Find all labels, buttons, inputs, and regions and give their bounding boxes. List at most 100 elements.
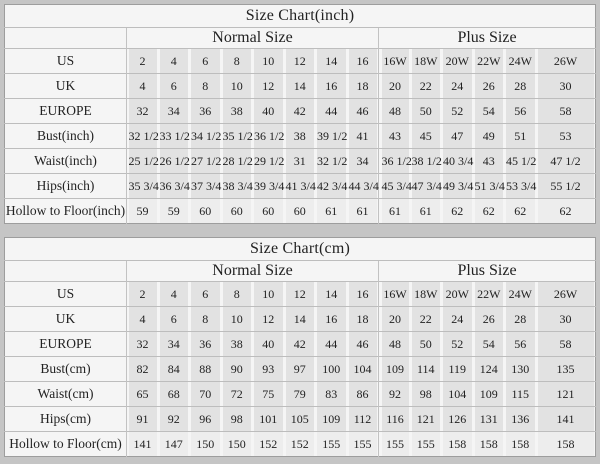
data-cell: 16 <box>315 306 347 332</box>
cell-value: 42 <box>285 332 314 356</box>
data-cell: 18 <box>347 306 379 332</box>
data-cell: 61 <box>347 198 379 224</box>
data-cell: 33 1/2 <box>158 123 190 149</box>
data-cell: 51 3/4 <box>473 173 505 199</box>
cell-value: 115 <box>506 382 535 406</box>
data-cell: 86 <box>347 381 379 407</box>
cell-value: 22 <box>411 307 440 331</box>
data-cell: 131 <box>473 406 505 432</box>
data-cell: 26 <box>473 306 505 332</box>
cell-value: 53 <box>537 124 594 148</box>
data-cell: 43 <box>473 148 505 174</box>
data-cell: 38 <box>284 123 316 149</box>
cell-value: 79 <box>285 382 314 406</box>
data-cell: 121 <box>536 381 596 407</box>
row-label: UK <box>4 73 127 99</box>
cell-value: 150 <box>222 432 251 456</box>
row-label: US <box>4 48 127 74</box>
cell-value: 12 <box>254 74 283 98</box>
cell-value: 10 <box>222 307 251 331</box>
cell-value: 16 <box>317 307 346 331</box>
data-cell: 52 <box>441 98 473 124</box>
cell-value: 65 <box>128 382 157 406</box>
cell-value: 6 <box>159 74 188 98</box>
cell-value: 126 <box>443 407 472 431</box>
data-cell: 100 <box>315 356 347 382</box>
cell-value: 10 <box>222 74 251 98</box>
table-row-europe: EUROPE 32 34 36 38 40 42 44 46 48 50 52 54 56 58 <box>4 331 596 357</box>
data-cell: 6 <box>158 306 190 332</box>
data-cell: 16 <box>347 281 379 307</box>
data-cell: 44 3/4 <box>347 173 379 199</box>
cell-value: 97 <box>285 357 314 381</box>
cell-value: 112 <box>348 407 377 431</box>
table-row-us: US 2 4 6 8 10 12 14 16 16W 18W 20W 22W 24W 26W <box>4 281 596 307</box>
data-cell: 40 <box>252 98 284 124</box>
table-title: Size Chart(inch) <box>245 7 355 24</box>
data-cell: 49 <box>473 123 505 149</box>
cell-value: 25 1/2 <box>128 149 159 173</box>
data-cell: 53 <box>536 123 596 149</box>
data-cell: 6 <box>189 48 221 74</box>
cell-value: 135 <box>537 357 594 381</box>
cell-value: 26 <box>474 74 503 98</box>
data-cell: 34 <box>158 331 190 357</box>
data-cell: 61 <box>378 198 410 224</box>
data-cell: 49 3/4 <box>441 173 473 199</box>
data-cell: 30 <box>536 306 596 332</box>
cell-value: 4 <box>128 74 157 98</box>
cell-value: 51 <box>506 124 535 148</box>
cell-value: 109 <box>317 407 346 431</box>
data-cell: 50 <box>410 331 442 357</box>
data-cell: 105 <box>284 406 316 432</box>
data-cell: 38 3/4 <box>221 173 253 199</box>
data-cell: 24W <box>504 281 536 307</box>
cell-value: 34 1/2 <box>191 124 221 148</box>
data-cell: 56 <box>504 331 536 357</box>
cell-value: 36 <box>191 99 220 123</box>
data-cell: 26 <box>473 73 505 99</box>
cell-value: 82 <box>128 357 157 381</box>
cell-value: 114 <box>411 357 440 381</box>
cell-value: 26 <box>474 307 503 331</box>
cell-value: 130 <box>506 357 535 381</box>
data-cell: 62 <box>504 198 536 224</box>
group-header-row: Normal Size Plus Size <box>4 27 596 49</box>
cell-value: 6 <box>191 49 220 73</box>
cell-value: 61 <box>411 199 440 223</box>
group-header-plus-size: Plus Size <box>378 27 596 49</box>
cell-value: 98 <box>222 407 251 431</box>
table-row-bust-cm: Bust(cm) 82 84 88 90 93 97 100 104 109 114 119 124 13… <box>4 356 596 382</box>
data-cell: 22W <box>473 281 505 307</box>
cell-value: 61 <box>348 199 377 223</box>
data-cell: 59 <box>126 198 158 224</box>
data-cell: 32 1/2 <box>126 123 159 149</box>
cell-value: 4 <box>159 282 188 306</box>
group-header-plus-size: Plus Size <box>378 260 596 282</box>
cell-value: 61 <box>381 199 409 223</box>
cell-value: 42 3/4 <box>317 174 347 198</box>
cell-value: 39 3/4 <box>254 174 284 198</box>
data-cell: 42 <box>284 331 316 357</box>
data-cell: 79 <box>284 381 316 407</box>
cell-value: 41 3/4 <box>285 174 316 198</box>
table-row-uk: UK 4 6 8 10 12 14 16 18 20 22 24 26 28 30 <box>4 73 596 99</box>
data-cell: 48 <box>378 98 410 124</box>
data-cell: 22 <box>410 73 442 99</box>
data-cell: 18 <box>347 73 379 99</box>
cell-value: 45 1/2 <box>506 149 536 173</box>
data-cell: 39 3/4 <box>252 173 284 199</box>
cell-value: 121 <box>537 382 594 406</box>
data-cell: 26 1/2 <box>158 148 190 174</box>
cell-value: 16W <box>381 49 409 73</box>
cell-value: 45 3/4 <box>381 174 412 198</box>
row-label: Hollow to Floor(cm) <box>4 431 127 457</box>
cell-value: 47 1/2 <box>537 149 594 173</box>
cell-value: 158 <box>474 432 503 456</box>
cell-value: 38 1/2 <box>411 149 442 173</box>
cell-value: 75 <box>254 382 283 406</box>
data-cell: 93 <box>252 356 284 382</box>
data-cell: 20 <box>378 306 410 332</box>
cell-value: 58 <box>537 99 594 123</box>
data-cell: 97 <box>284 356 316 382</box>
